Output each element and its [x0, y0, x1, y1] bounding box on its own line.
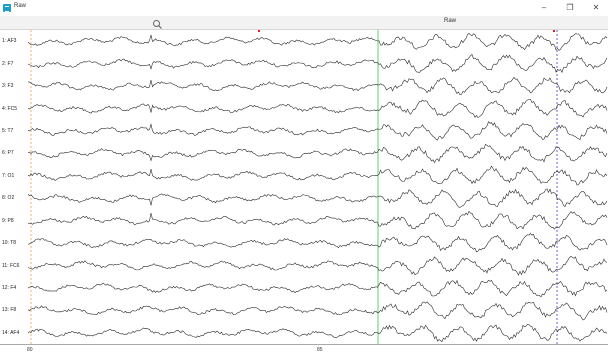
time-tick-label: 85 [317, 347, 323, 353]
view-label: Raw [444, 18, 457, 24]
title-bar: Raw – ❐ ✕ [0, 0, 608, 16]
channel-trace [28, 256, 608, 276]
eeg-traces[interactable] [28, 30, 608, 344]
maximize-button[interactable]: ❐ [566, 3, 574, 12]
channel-label: 10: T8 [2, 240, 17, 247]
channel-label: 2: F7 [2, 60, 14, 67]
eeg-plot[interactable] [28, 30, 608, 344]
channel-trace [28, 188, 608, 208]
channel-label: 13: F8 [2, 307, 17, 314]
time-axis: 80 85 [0, 344, 608, 357]
channel-trace [28, 210, 608, 230]
channel-label: 7: O1 [2, 172, 15, 179]
channel-trace [28, 143, 608, 164]
channel-trace [28, 233, 608, 253]
channel-trace [28, 53, 608, 74]
close-button[interactable]: ✕ [592, 3, 600, 12]
channel-label: 4: FC5 [2, 105, 18, 112]
channel-label: 11: FC6 [2, 262, 20, 269]
channel-trace [28, 279, 608, 298]
channel-trace [28, 32, 608, 51]
channel-label: 9: P8 [2, 217, 14, 224]
channel-label: 6: P7 [2, 150, 14, 157]
channel-trace [28, 165, 608, 186]
minimize-button[interactable]: – [541, 3, 547, 12]
event-tick-marker [553, 30, 555, 32]
channel-trace [28, 323, 608, 343]
channel-label: 1: AF3 [2, 38, 17, 45]
channel-trace [28, 76, 608, 96]
channel-label: 12: F4 [2, 284, 17, 291]
channel-labels: 1: AF3 2: F7 3: F3 4: FC5 5: T7 6: P7 7: O1 8: … [0, 30, 28, 344]
channel-label: 5: T7 [2, 127, 14, 134]
channel-label: 8: O2 [2, 195, 15, 202]
channel-trace [28, 121, 608, 141]
event-tick-marker [258, 30, 260, 32]
search-icon[interactable] [152, 17, 163, 29]
time-tick-label: 80 [27, 347, 33, 353]
channel-label: 3: F3 [2, 83, 14, 90]
channel-trace [28, 301, 608, 321]
window-title: Raw [14, 3, 27, 9]
channel-label: 14: AF4 [2, 329, 20, 336]
channel-trace [28, 99, 608, 119]
app-icon [3, 4, 11, 12]
toolbar: Raw [0, 16, 608, 30]
